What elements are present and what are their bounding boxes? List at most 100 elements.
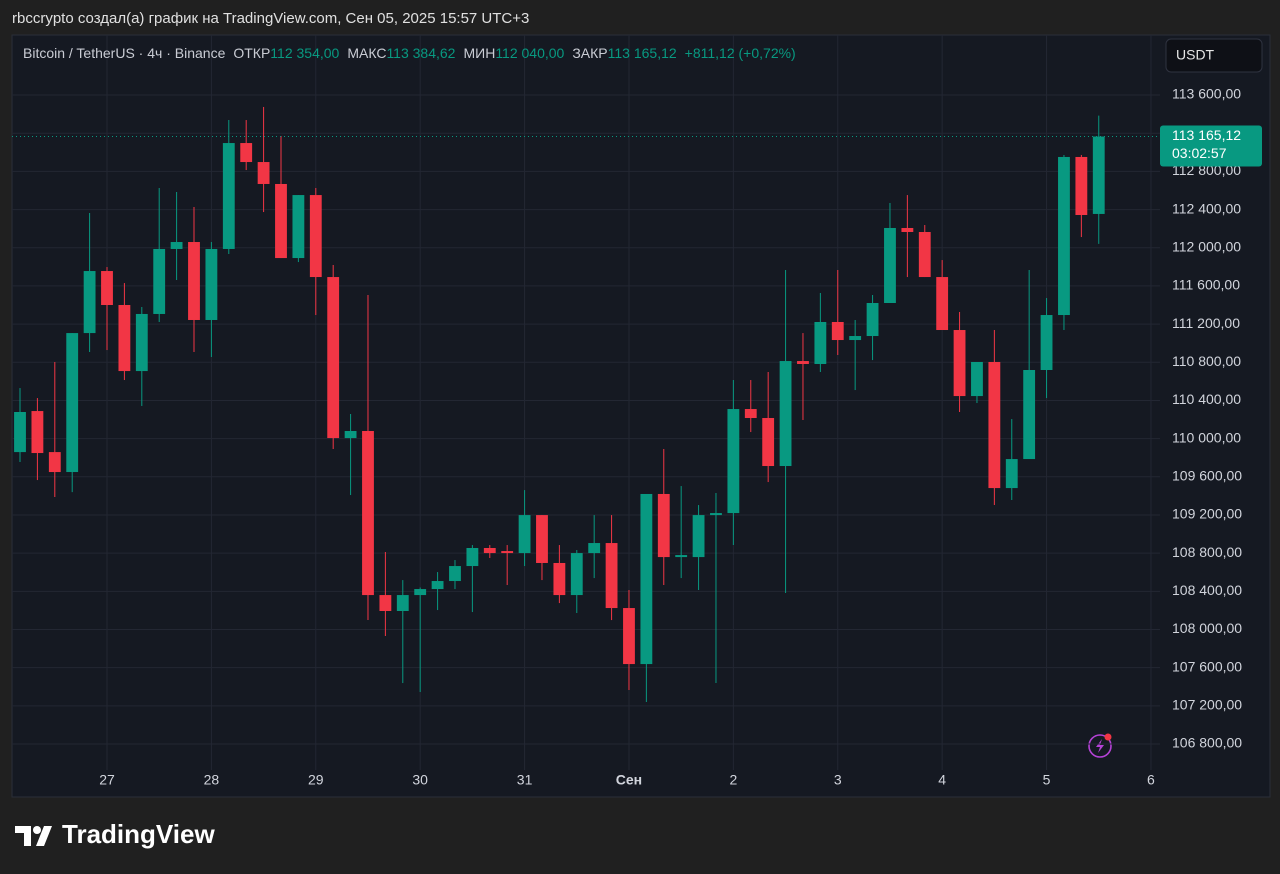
candle-body xyxy=(101,271,113,306)
candle-body xyxy=(1075,156,1088,216)
y-tick-label: 106 800,00 xyxy=(1172,735,1242,751)
candle-body xyxy=(710,513,722,516)
candle-body xyxy=(344,430,357,439)
candle xyxy=(101,267,113,351)
x-tick-label: 30 xyxy=(412,772,428,788)
candle xyxy=(483,545,496,559)
candle xyxy=(988,330,1001,506)
ohlc-field: МИН 112 040,00 xyxy=(463,45,564,65)
x-tick-label: Сен xyxy=(616,772,642,788)
candle xyxy=(396,580,409,684)
candle-body xyxy=(605,543,618,609)
candle xyxy=(344,414,357,496)
candle xyxy=(379,552,392,636)
candle xyxy=(466,545,479,613)
candle xyxy=(205,242,218,358)
candle-body xyxy=(118,305,131,372)
candle xyxy=(762,372,775,483)
candle-body xyxy=(553,562,566,596)
candle xyxy=(657,449,670,586)
y-tick-label: 109 600,00 xyxy=(1172,468,1242,484)
candle xyxy=(744,380,757,433)
ohlc-field-name: ЗАКР xyxy=(572,45,608,61)
candle xyxy=(710,493,722,684)
ohlc-field: ОТКР 112 354,00 xyxy=(233,45,339,65)
x-tick-label: 3 xyxy=(834,772,842,788)
x-tick-label: 31 xyxy=(517,772,533,788)
candle-body xyxy=(727,409,740,514)
candle-body xyxy=(48,452,61,473)
grid xyxy=(12,35,1160,770)
y-tick-label: 110 000,00 xyxy=(1172,429,1241,445)
candle-body xyxy=(257,162,270,184)
candle xyxy=(588,515,601,579)
candle-body xyxy=(431,581,444,590)
y-tick-label: 109 200,00 xyxy=(1172,506,1242,522)
candle xyxy=(640,493,653,703)
candle-body xyxy=(866,303,879,337)
candle xyxy=(1075,154,1088,238)
candle xyxy=(31,398,44,481)
alert-icon[interactable] xyxy=(1088,733,1112,758)
ohlc-field-name: ОТКР xyxy=(233,45,271,61)
candle-body xyxy=(640,493,653,665)
candle-body xyxy=(953,330,966,397)
candle-body xyxy=(292,195,305,259)
currency-button-label[interactable]: USDT xyxy=(1176,47,1215,63)
candle xyxy=(309,187,322,316)
y-tick-label: 108 000,00 xyxy=(1172,620,1242,636)
ohlc-field-name: МАКС xyxy=(347,45,387,61)
candle xyxy=(831,269,844,356)
candle xyxy=(866,294,879,361)
candle xyxy=(66,333,79,493)
candle xyxy=(414,587,427,693)
x-tick-label: 29 xyxy=(308,772,324,788)
y-tick-label: 108 800,00 xyxy=(1172,544,1242,560)
candle-body xyxy=(188,242,200,320)
candle xyxy=(222,120,235,255)
candle xyxy=(1023,269,1036,460)
candle-body xyxy=(814,321,827,364)
candle xyxy=(362,294,374,621)
candle xyxy=(536,515,548,581)
candle-body xyxy=(901,227,914,232)
x-tick-label: 28 xyxy=(204,772,220,788)
candle-body xyxy=(536,515,548,563)
candle xyxy=(501,545,514,586)
y-tick-label: 112 400,00 xyxy=(1172,200,1241,216)
ohlc-legend: Bitcoin / TetherUS · 4ч · Binance ОТКР 112… xyxy=(23,45,796,65)
candle xyxy=(884,202,896,304)
candle-body xyxy=(379,595,392,611)
candle-body xyxy=(744,409,757,419)
candle xyxy=(275,135,287,259)
candle xyxy=(605,515,618,621)
y-tick-label: 110 400,00 xyxy=(1172,391,1241,407)
footer-brand: TradingView xyxy=(62,819,215,849)
candle-body xyxy=(205,248,218,320)
candle-body xyxy=(31,411,44,454)
x-tick-label: 5 xyxy=(1043,772,1051,788)
candle xyxy=(553,545,566,604)
candle-body xyxy=(414,589,427,596)
candle-body xyxy=(240,143,253,163)
candle-body xyxy=(936,277,949,331)
currency-button[interactable] xyxy=(1165,38,1263,73)
candle xyxy=(971,361,983,404)
candle-body xyxy=(501,551,514,554)
candle-body xyxy=(762,418,775,467)
x-tick-label: 2 xyxy=(729,772,737,788)
candle xyxy=(623,589,635,691)
candle xyxy=(1005,419,1018,500)
candle xyxy=(1092,115,1105,244)
candle-body xyxy=(1005,459,1018,489)
candle xyxy=(779,269,792,594)
ohlc-field-value: 112 040,00 xyxy=(495,45,565,61)
candle-body xyxy=(918,231,931,278)
y-tick-label: 111 200,00 xyxy=(1172,315,1240,331)
candle-body xyxy=(14,411,26,453)
change-label: +811,12 (+0,72%) xyxy=(684,45,796,61)
candle-body xyxy=(797,361,809,364)
x-tick-label: 4 xyxy=(938,772,946,788)
